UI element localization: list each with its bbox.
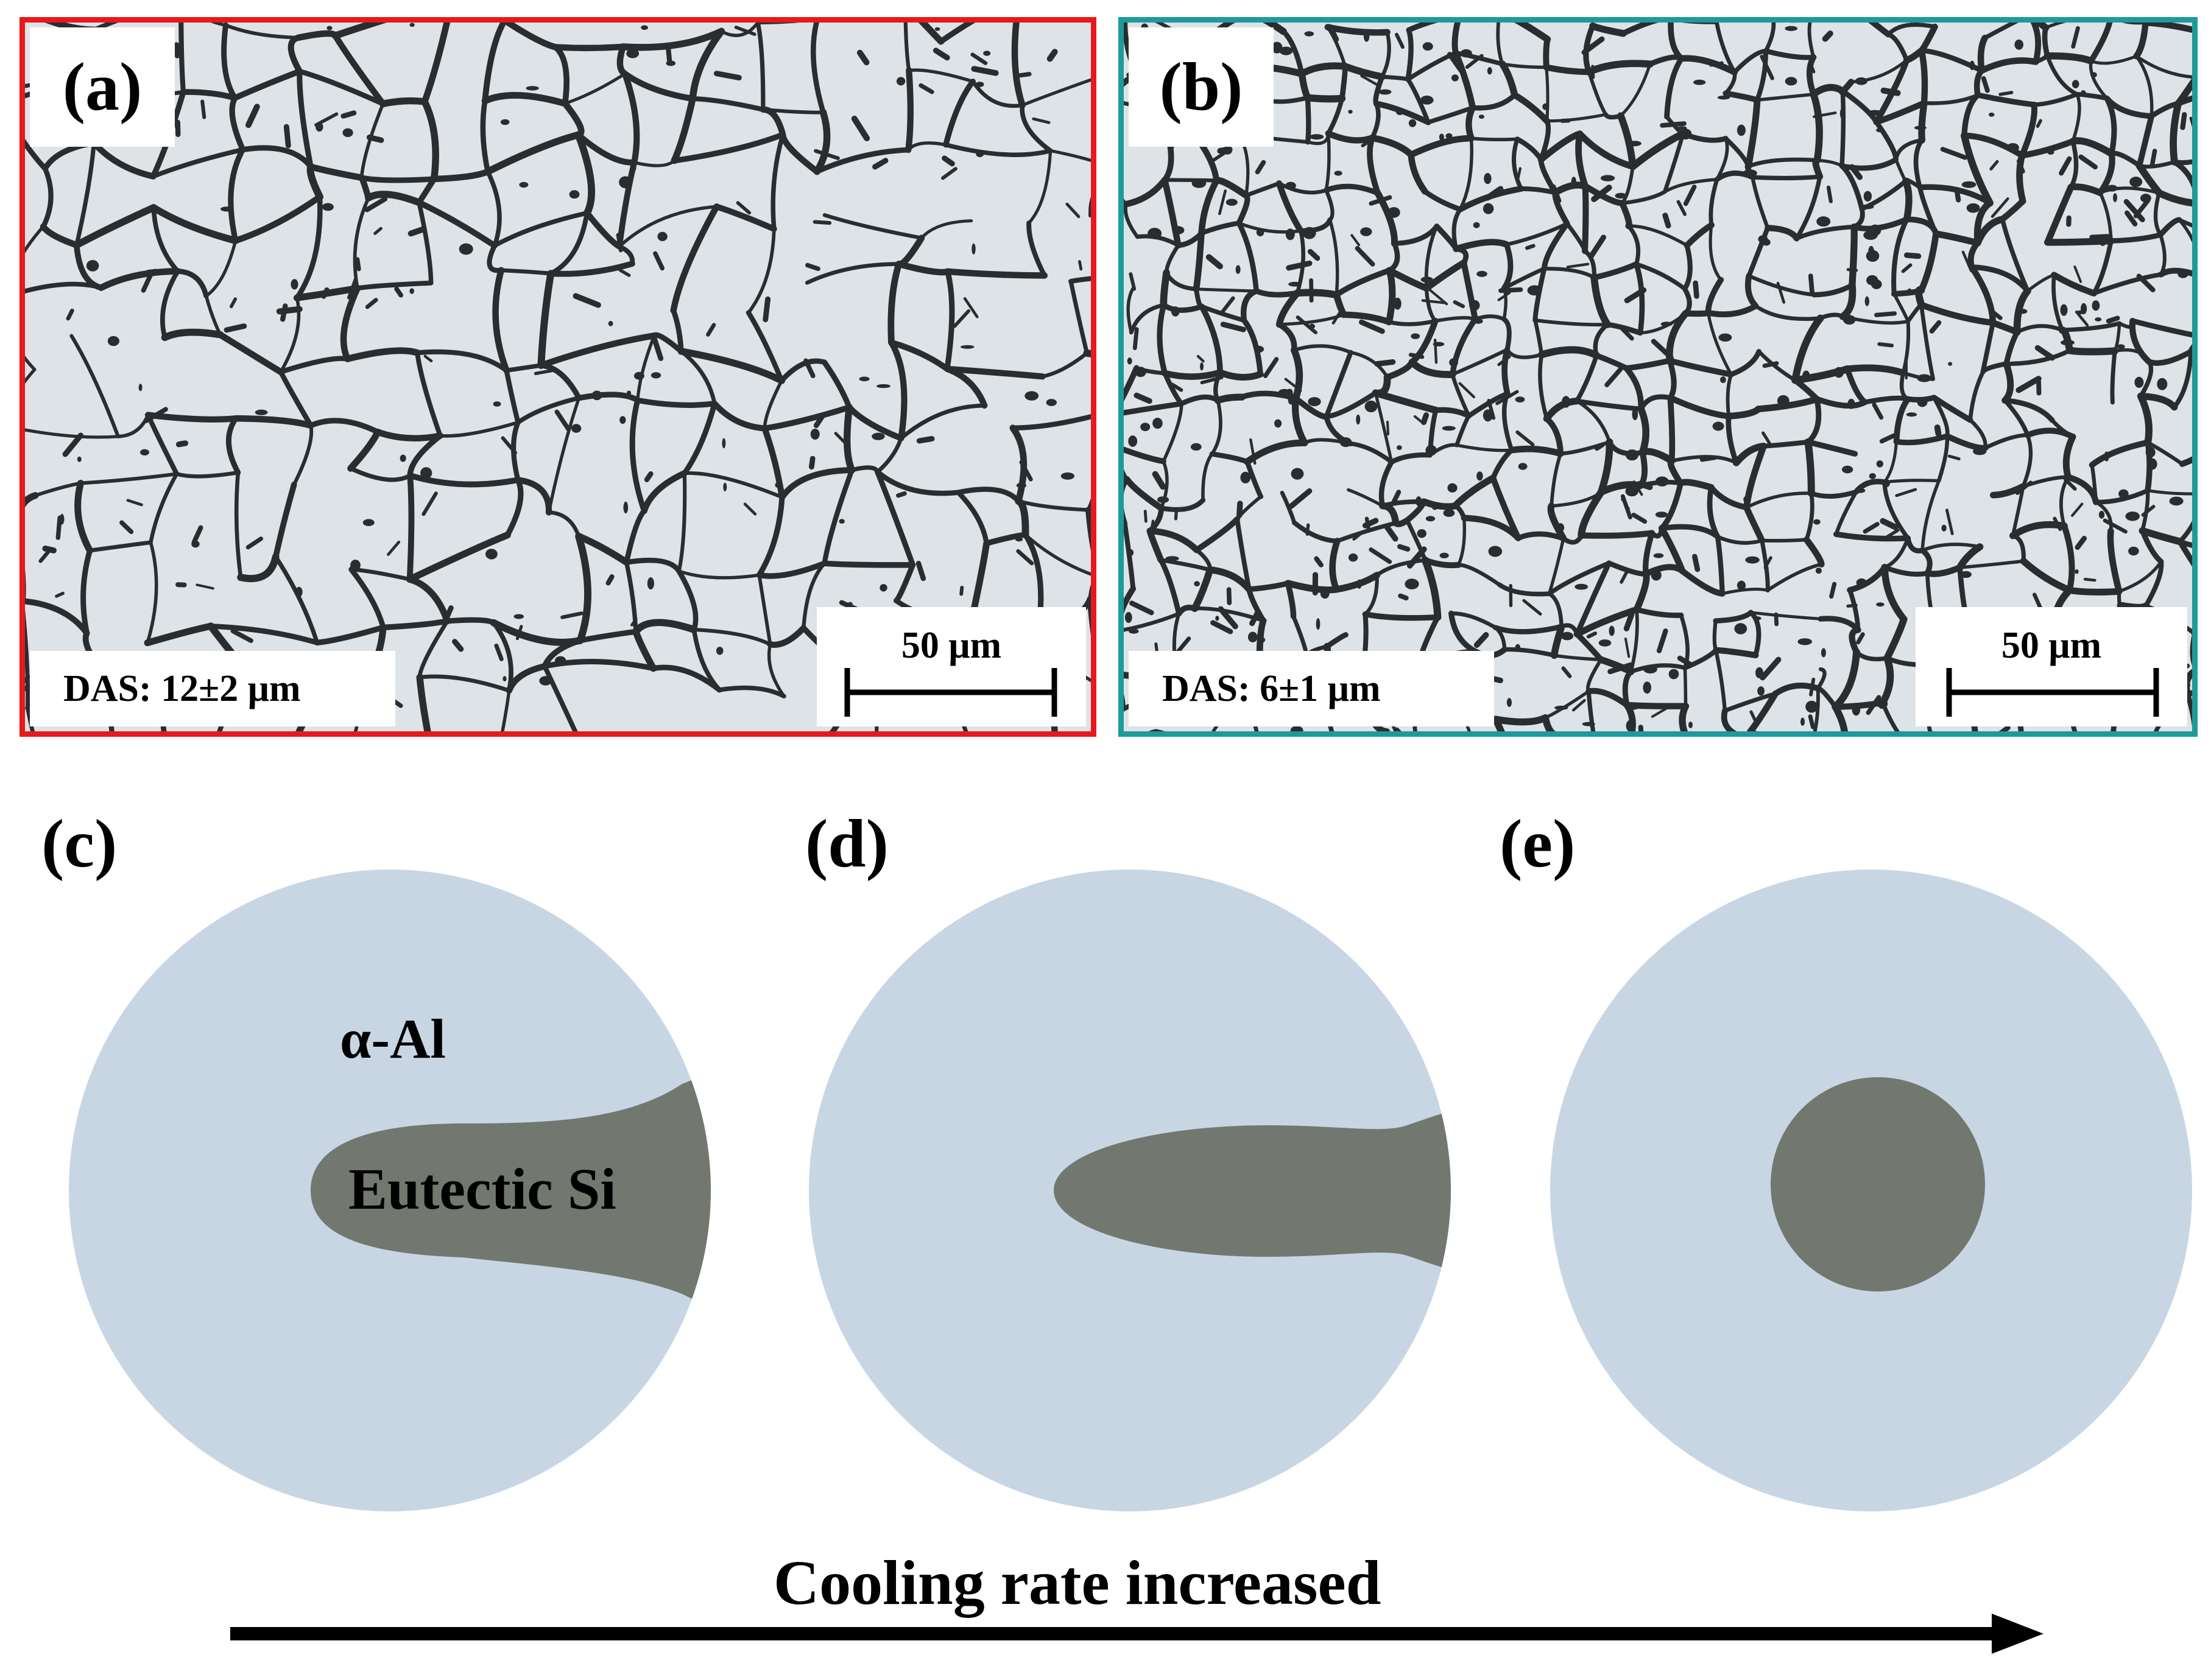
alpha-al-label: α-Al — [340, 1008, 446, 1070]
eutectic-si-particle-c — [311, 1072, 711, 1309]
panel-label-a: (a) — [30, 27, 175, 147]
eutectic-si-particle-e — [1771, 1077, 1985, 1292]
panel-label-e: (e) — [1500, 806, 1576, 882]
das-label-a: DAS: 12±2 μm — [30, 651, 395, 726]
scale-bar-b: 50 μm — [1916, 607, 2187, 726]
scale-bar-line-b — [1946, 668, 2159, 717]
arrow-head — [1992, 1614, 2044, 1654]
scale-bar-a: 50 μm — [817, 607, 1086, 726]
micrograph-panel-a: (a) DAS: 12±2 μm 50 μm — [19, 17, 1096, 737]
micrograph-panel-b: (b) DAS: 6±1 μm 50 μm — [1118, 17, 2198, 737]
cooling-rate-label: Cooling rate increased — [774, 1548, 1381, 1618]
scale-bar-label-b: 50 μm — [2001, 625, 2102, 666]
eutectic-si-label: Eutectic Si — [348, 1156, 616, 1221]
panel-label-d: (d) — [805, 806, 889, 882]
panel-label-c: (c) — [41, 806, 118, 882]
panel-label-b: (b) — [1129, 27, 1274, 147]
scale-bar-line-a — [844, 668, 1057, 717]
scale-bar-label-a: 50 μm — [901, 625, 1002, 666]
eutectic-si-particle-d — [1054, 1108, 1451, 1273]
das-label-b: DAS: 6±1 μm — [1129, 651, 1494, 726]
